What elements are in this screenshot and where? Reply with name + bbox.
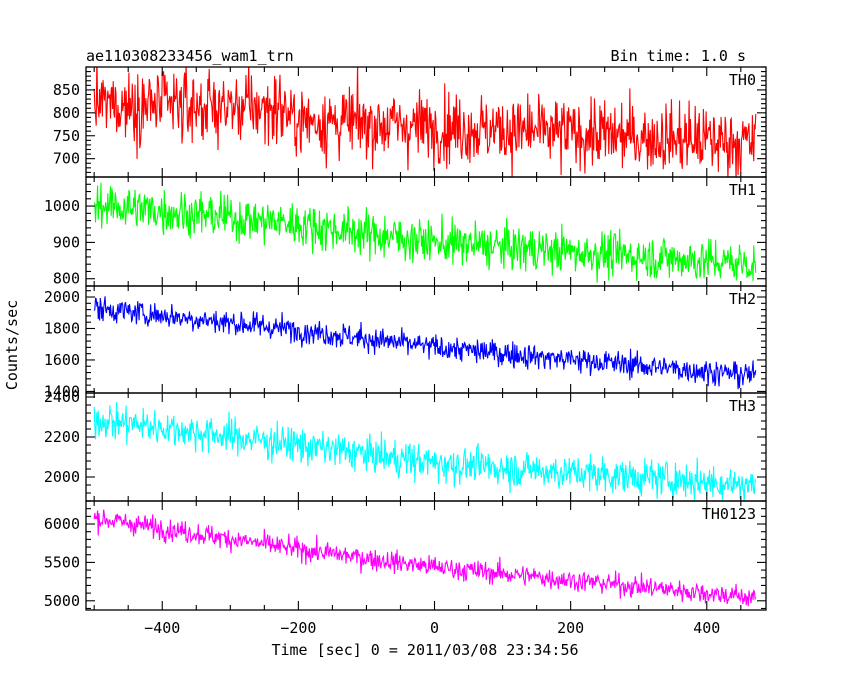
y-tick-label: 2000 [44, 468, 80, 486]
panel-label: TH3 [729, 397, 756, 415]
chart-title: ae110308233456_wam1_trn [86, 47, 294, 65]
panel-label: TH0123 [702, 505, 756, 523]
y-tick-label: 6000 [44, 515, 80, 533]
panel-label: TH1 [729, 181, 756, 199]
panel-th0: 700 750 800 850 TH0 [53, 66, 767, 178]
y-tick-label: 1000 [44, 197, 80, 215]
y-tick-label: 5500 [44, 553, 80, 571]
y-tick-label: 2000 [44, 288, 80, 306]
y-tick-label: 800 [53, 270, 80, 288]
x-tick-label: −400 [144, 619, 180, 637]
panel-frame [85, 500, 767, 611]
panel-th1: 800 900 1000 TH1 [44, 176, 767, 288]
x-tick-label: 0 [430, 619, 439, 637]
y-tick-label: 750 [53, 127, 80, 145]
panel-label: TH0 [729, 71, 756, 89]
bin-time-label: Bin time: 1.0 s [611, 47, 746, 65]
y-tick-label: 800 [53, 104, 80, 122]
panel-th0123: 5000 5500 6000 TH0123 [44, 500, 767, 611]
series-line-th2 [93, 296, 757, 390]
series-line-th1 [93, 182, 757, 283]
x-axis-title: Time [sec] 0 = 2011/03/08 23:34:56 [271, 641, 578, 659]
panel-frame [85, 392, 767, 502]
y-tick-label: 2200 [44, 428, 80, 446]
y-tick-label: 1600 [44, 351, 80, 369]
y-tick-label: 700 [53, 150, 80, 168]
y-tick-label: 1400 [44, 382, 80, 400]
y-tick-label: 850 [53, 81, 80, 99]
series-line-th0 [93, 67, 757, 177]
y-tick-label: 900 [53, 233, 80, 251]
panel-label: TH2 [729, 290, 756, 308]
panel-th2: 1400 1600 1800 2000 TH2 [44, 285, 767, 400]
x-tick-label: −200 [280, 619, 316, 637]
x-axis: −400 −200 0 200 400 [144, 619, 720, 637]
panel-th3: 2000 2200 2400 TH3 [44, 388, 767, 502]
x-tick-label: 400 [693, 619, 720, 637]
series-line-th3 [93, 402, 757, 501]
series-line-th0123 [93, 509, 757, 607]
x-tick-label: 200 [557, 619, 584, 637]
y-tick-label: 1800 [44, 319, 80, 337]
y-axis-title: Counts/sec [3, 300, 21, 390]
y-tick-label: 5000 [44, 592, 80, 610]
y-tick-label: 2400 [44, 388, 80, 406]
panels-group: 700 750 800 850 TH0 800 900 1000 TH1 1400 1600 1800… [44, 66, 767, 611]
